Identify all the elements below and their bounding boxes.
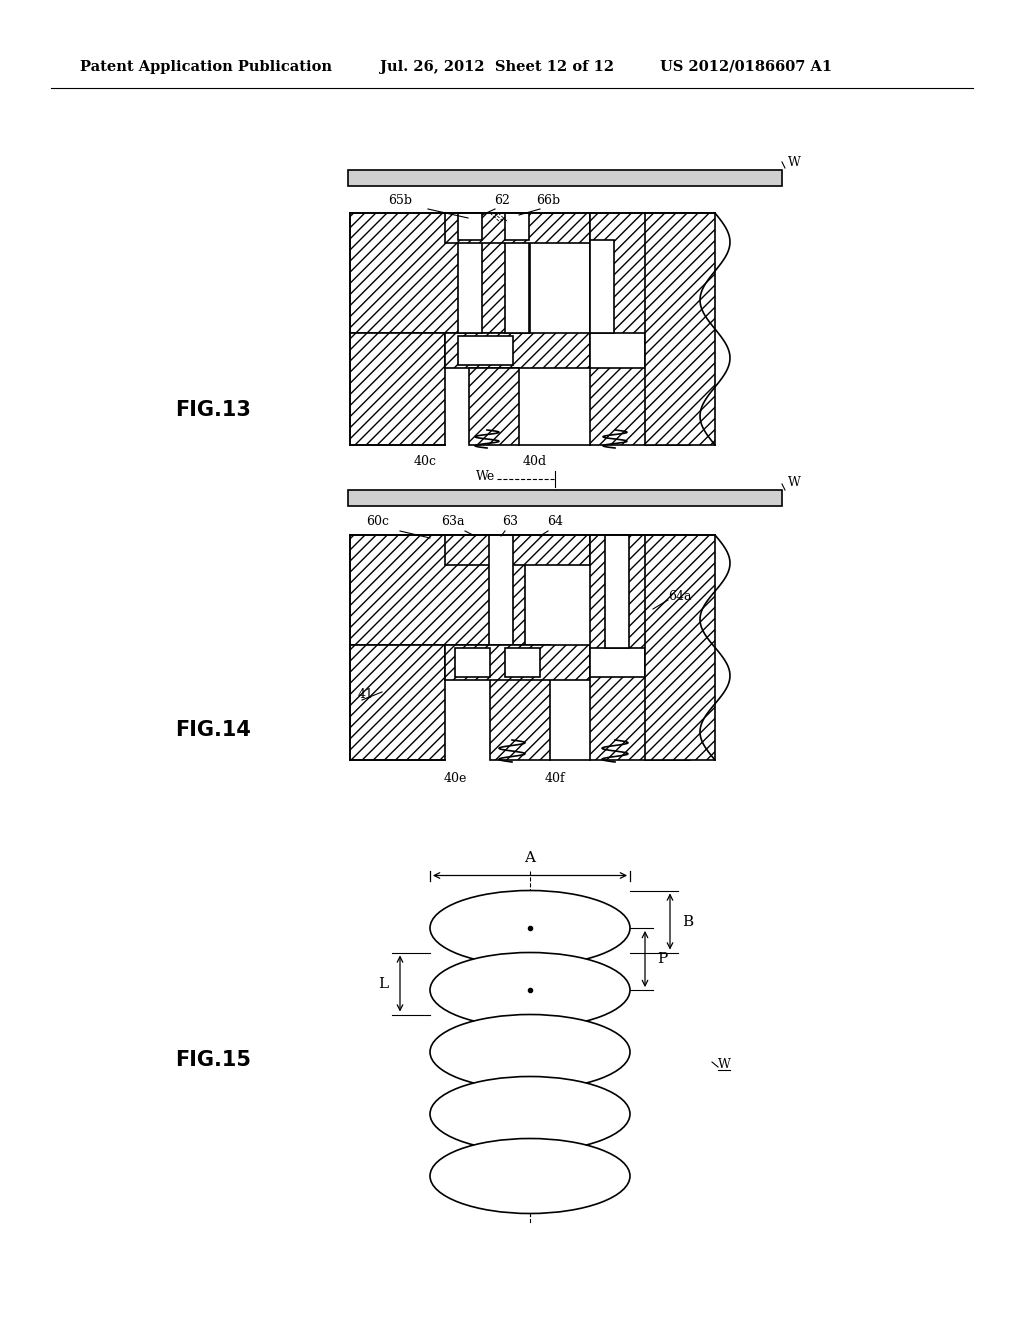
Bar bbox=[590, 333, 645, 368]
Bar bbox=[590, 240, 614, 333]
Bar bbox=[645, 213, 715, 445]
Bar bbox=[458, 240, 482, 333]
Bar bbox=[590, 213, 690, 445]
Ellipse shape bbox=[430, 953, 630, 1027]
Text: W: W bbox=[788, 156, 801, 169]
Text: We: We bbox=[476, 470, 495, 483]
Bar bbox=[348, 490, 782, 506]
Bar bbox=[458, 213, 482, 240]
Text: 62: 62 bbox=[494, 194, 510, 207]
Text: 60c: 60c bbox=[367, 515, 389, 528]
Text: W: W bbox=[718, 1059, 731, 1072]
Text: US 2012/0186607 A1: US 2012/0186607 A1 bbox=[660, 59, 833, 74]
Text: W: W bbox=[788, 475, 801, 488]
Text: A: A bbox=[524, 851, 536, 866]
Text: Jul. 26, 2012  Sheet 12 of 12: Jul. 26, 2012 Sheet 12 of 12 bbox=[380, 59, 614, 74]
Bar bbox=[505, 240, 529, 333]
Bar bbox=[445, 213, 590, 243]
Bar bbox=[590, 648, 645, 677]
Bar bbox=[645, 648, 695, 677]
Ellipse shape bbox=[430, 1077, 630, 1151]
Bar bbox=[458, 337, 513, 366]
Text: 40c: 40c bbox=[414, 455, 436, 469]
Bar bbox=[350, 213, 530, 333]
Text: P: P bbox=[657, 952, 668, 966]
Bar bbox=[350, 333, 445, 445]
Bar bbox=[445, 535, 590, 565]
Text: 65b: 65b bbox=[388, 194, 412, 207]
Text: FIG.15: FIG.15 bbox=[175, 1049, 251, 1071]
Bar bbox=[590, 535, 690, 760]
Bar bbox=[489, 535, 513, 645]
Ellipse shape bbox=[430, 1138, 630, 1213]
Ellipse shape bbox=[430, 891, 630, 965]
Text: FIG.13: FIG.13 bbox=[175, 400, 251, 420]
Text: L: L bbox=[378, 977, 388, 990]
Bar bbox=[645, 535, 715, 760]
Bar bbox=[350, 645, 445, 760]
Text: 40e: 40e bbox=[443, 772, 467, 785]
Bar bbox=[505, 648, 540, 677]
Text: B: B bbox=[682, 915, 693, 928]
Text: 66b: 66b bbox=[536, 194, 560, 207]
Bar bbox=[445, 333, 590, 368]
Text: 41: 41 bbox=[358, 689, 374, 701]
Bar bbox=[469, 368, 519, 445]
Bar bbox=[455, 648, 490, 677]
Text: 64a: 64a bbox=[668, 590, 691, 603]
Bar bbox=[445, 645, 590, 680]
Bar bbox=[605, 535, 629, 648]
Bar bbox=[348, 170, 782, 186]
Text: 40f: 40f bbox=[545, 772, 565, 785]
Text: 40d: 40d bbox=[523, 455, 547, 469]
Text: 63a: 63a bbox=[441, 515, 465, 528]
Bar bbox=[505, 213, 529, 240]
Bar bbox=[490, 645, 550, 760]
Bar bbox=[350, 535, 525, 645]
Text: Patent Application Publication: Patent Application Publication bbox=[80, 59, 332, 74]
Text: FIG.14: FIG.14 bbox=[175, 719, 251, 741]
Text: 63: 63 bbox=[502, 515, 518, 528]
Ellipse shape bbox=[430, 1015, 630, 1089]
Text: 64: 64 bbox=[547, 515, 563, 528]
